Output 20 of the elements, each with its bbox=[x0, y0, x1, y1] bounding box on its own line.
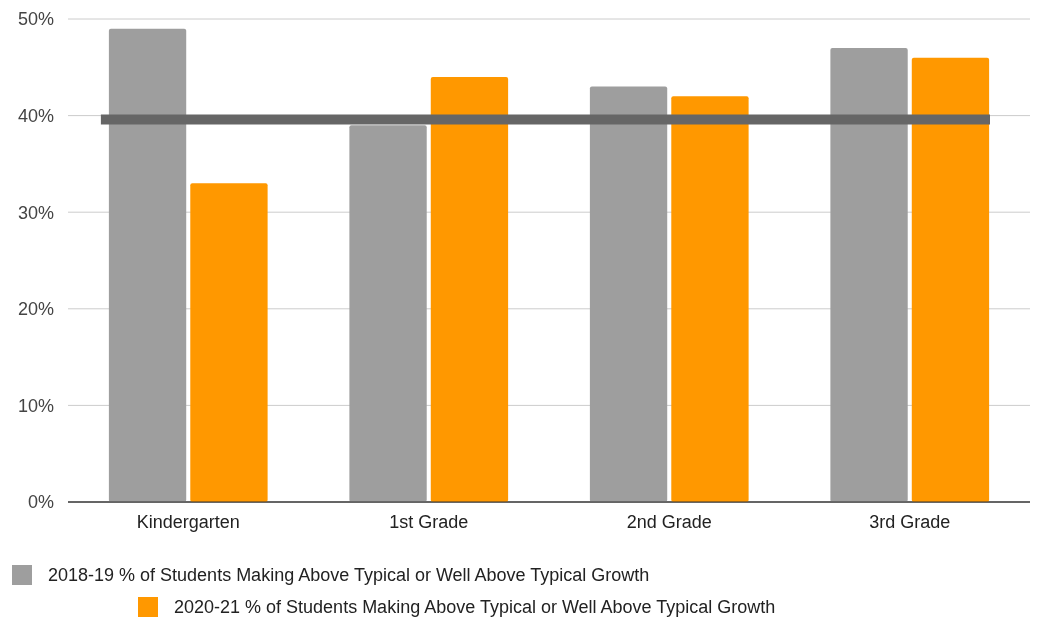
bar bbox=[108, 28, 187, 502]
y-tick-label: 30% bbox=[17, 202, 54, 223]
bar bbox=[911, 57, 990, 502]
bar bbox=[830, 47, 908, 502]
y-tick-label: 10% bbox=[17, 395, 54, 416]
legend-label: 2018-19 % of Students Making Above Typical or Well Above Typical Growth bbox=[48, 565, 650, 586]
x-tick-label: Kindergarten bbox=[136, 512, 240, 532]
x-tick-label: 3rd Grade bbox=[869, 512, 951, 532]
bar bbox=[430, 76, 509, 502]
y-tick-label: 20% bbox=[17, 299, 54, 320]
y-tick-label: 40% bbox=[17, 105, 54, 126]
y-tick-label: 50% bbox=[17, 9, 54, 30]
y-tick-label: 0% bbox=[27, 492, 54, 513]
bar bbox=[671, 96, 749, 502]
bar bbox=[190, 183, 268, 502]
x-tick-label: 2nd Grade bbox=[626, 512, 712, 532]
legend-label: 2020-21 % of Students Making Above Typical or Well Above Typical Growth bbox=[174, 597, 776, 618]
bar bbox=[349, 125, 427, 502]
bar bbox=[589, 86, 668, 502]
x-tick-label: 1st Grade bbox=[389, 512, 469, 532]
